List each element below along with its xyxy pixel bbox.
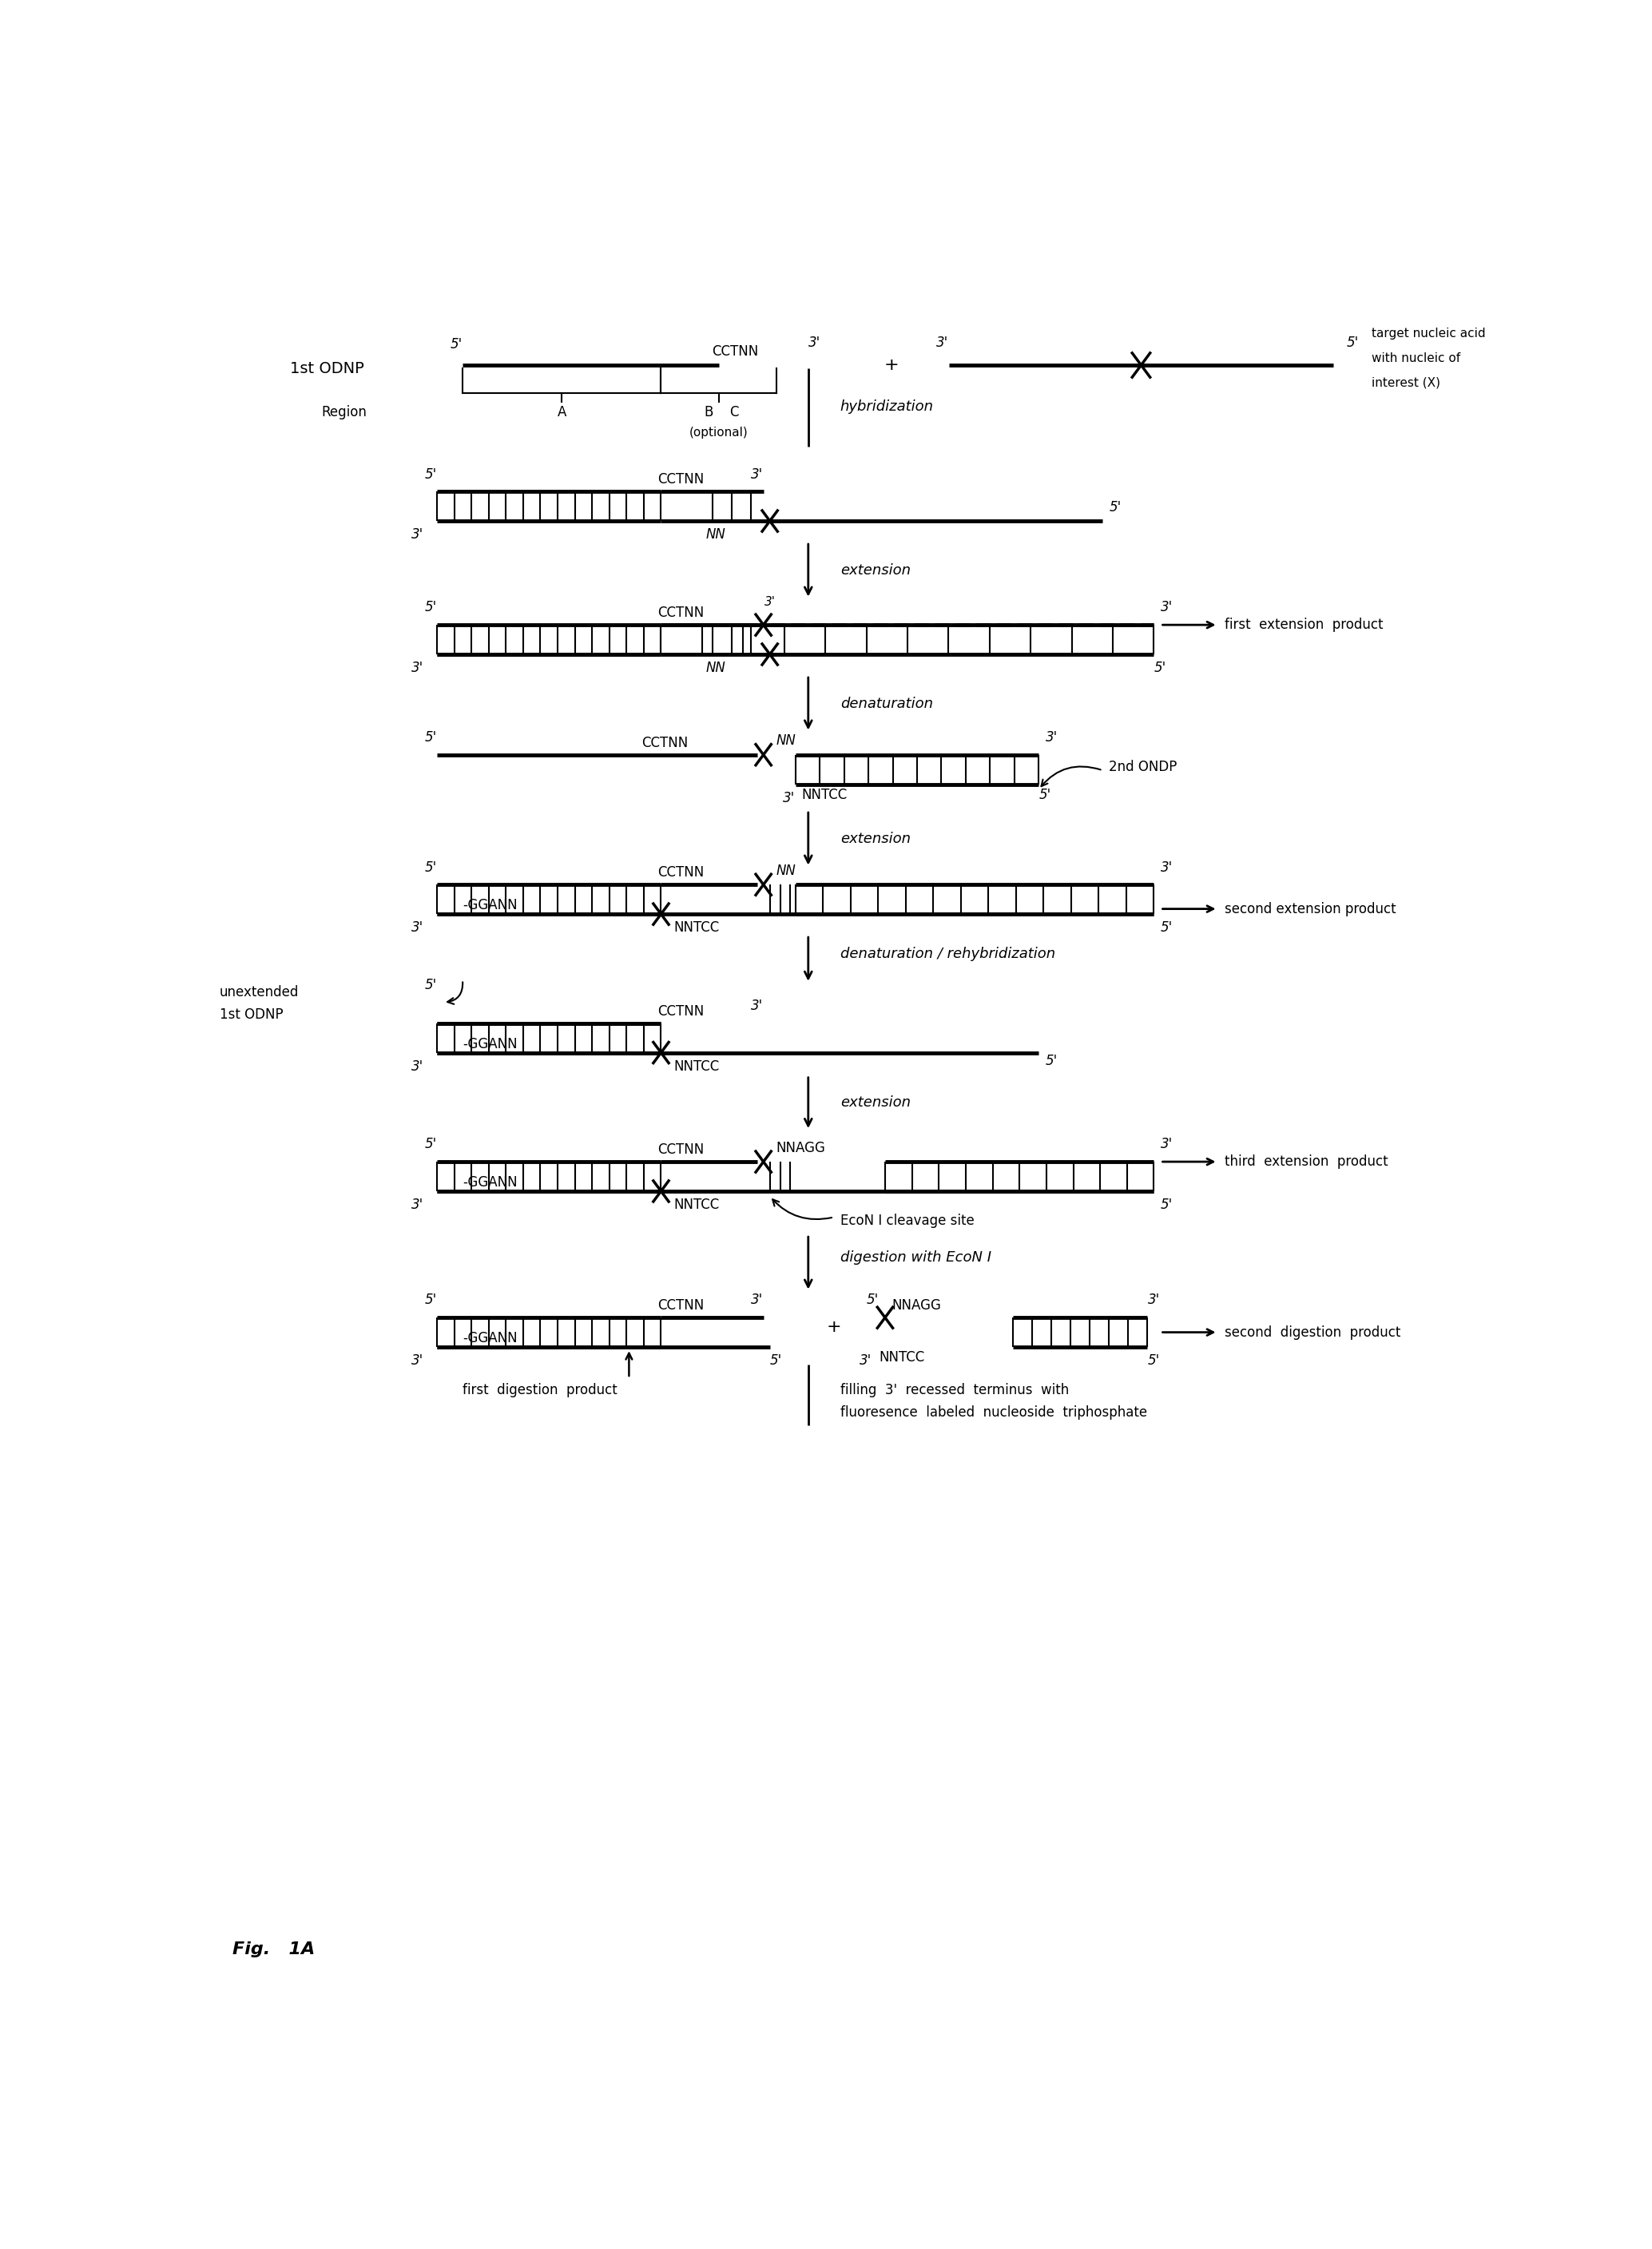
Text: NNAGG: NNAGG xyxy=(892,1298,942,1313)
Text: denaturation: denaturation xyxy=(841,697,933,711)
Text: with nucleic of: with nucleic of xyxy=(1371,353,1460,364)
Text: -GGANN: -GGANN xyxy=(463,897,517,913)
Text: 5': 5' xyxy=(425,1293,436,1307)
Text: A: A xyxy=(557,405,567,418)
Text: B: B xyxy=(704,405,714,418)
Text: NNTCC: NNTCC xyxy=(674,1059,720,1073)
Text: 3': 3' xyxy=(411,1354,425,1367)
Text: NN: NN xyxy=(705,529,725,542)
Text: CCTNN: CCTNN xyxy=(657,605,704,621)
Text: NN: NN xyxy=(776,864,796,877)
Text: 3': 3' xyxy=(937,335,948,351)
Text: third  extension  product: third extension product xyxy=(1224,1154,1388,1169)
Text: 5': 5' xyxy=(1148,1354,1160,1367)
Text: 5': 5' xyxy=(425,731,436,744)
Text: 3': 3' xyxy=(859,1354,872,1367)
Text: 3': 3' xyxy=(411,1199,425,1212)
Text: 5': 5' xyxy=(1039,787,1051,803)
Text: first  digestion  product: first digestion product xyxy=(463,1383,618,1397)
Text: 5': 5' xyxy=(425,859,436,875)
Text: extension: extension xyxy=(841,832,910,846)
Text: 5': 5' xyxy=(770,1354,783,1367)
Text: 5': 5' xyxy=(1046,1055,1057,1068)
Text: EcoN I cleavage site: EcoN I cleavage site xyxy=(841,1214,975,1228)
Text: NNAGG: NNAGG xyxy=(776,1140,826,1156)
Text: -GGANN: -GGANN xyxy=(463,1331,517,1345)
Text: NNTCC: NNTCC xyxy=(801,787,847,803)
Text: C: C xyxy=(730,405,738,418)
Text: 5': 5' xyxy=(1155,661,1166,675)
Text: 3': 3' xyxy=(411,529,425,542)
Text: Region: Region xyxy=(322,405,367,418)
Text: second extension product: second extension product xyxy=(1224,902,1396,915)
Text: 3': 3' xyxy=(411,920,425,936)
Text: 5': 5' xyxy=(425,600,436,614)
Text: 3': 3' xyxy=(1046,731,1057,744)
Text: +: + xyxy=(826,1320,841,1336)
Text: NN: NN xyxy=(705,661,725,675)
Text: 5': 5' xyxy=(449,337,463,351)
Text: hybridization: hybridization xyxy=(841,400,933,414)
Text: interest (X): interest (X) xyxy=(1371,376,1441,389)
Text: denaturation / rehybridization: denaturation / rehybridization xyxy=(841,947,1056,960)
Text: 5': 5' xyxy=(1161,920,1173,936)
Text: CCTNN: CCTNN xyxy=(657,472,704,486)
Text: 5': 5' xyxy=(425,468,436,481)
Text: 3': 3' xyxy=(808,335,821,351)
Text: 5': 5' xyxy=(1161,1199,1173,1212)
Text: CCTNN: CCTNN xyxy=(712,344,758,358)
Text: 3': 3' xyxy=(1161,859,1173,875)
Text: CCTNN: CCTNN xyxy=(657,1298,704,1313)
Text: 3': 3' xyxy=(783,792,795,805)
Text: 3': 3' xyxy=(752,999,763,1012)
Text: -GGANN: -GGANN xyxy=(463,1037,517,1050)
Text: filling  3'  recessed  terminus  with: filling 3' recessed terminus with xyxy=(841,1383,1069,1397)
Text: NNTCC: NNTCC xyxy=(674,1199,720,1212)
Text: extension: extension xyxy=(841,1095,910,1111)
Text: CCTNN: CCTNN xyxy=(657,1003,704,1019)
Text: 3': 3' xyxy=(411,661,425,675)
Text: 1st ODNP: 1st ODNP xyxy=(289,362,363,376)
Text: 5': 5' xyxy=(1346,335,1358,351)
Text: Fig.   1A: Fig. 1A xyxy=(231,1941,314,1957)
Text: 3': 3' xyxy=(752,1293,763,1307)
Text: 3': 3' xyxy=(1161,600,1173,614)
Text: CCTNN: CCTNN xyxy=(657,866,704,879)
Text: second  digestion  product: second digestion product xyxy=(1224,1325,1401,1340)
Text: first  extension  product: first extension product xyxy=(1224,618,1383,632)
Text: 1st ODNP: 1st ODNP xyxy=(220,1008,282,1021)
Text: fluoresence  labeled  nucleoside  triphosphate: fluoresence labeled nucleoside triphosph… xyxy=(841,1406,1146,1419)
Text: CCTNN: CCTNN xyxy=(641,735,689,749)
Text: digestion with EcoN I: digestion with EcoN I xyxy=(841,1250,991,1264)
Text: target nucleic acid: target nucleic acid xyxy=(1371,328,1485,340)
Text: 5': 5' xyxy=(425,978,436,992)
Text: 3': 3' xyxy=(765,596,775,609)
Text: unextended: unextended xyxy=(220,985,299,999)
Text: CCTNN: CCTNN xyxy=(657,1142,704,1156)
Text: 3': 3' xyxy=(1161,1138,1173,1151)
Text: NN: NN xyxy=(776,733,796,749)
Text: 3': 3' xyxy=(1148,1293,1160,1307)
Text: +: + xyxy=(884,358,899,373)
Text: 3': 3' xyxy=(752,468,763,481)
Text: 2nd ONDP: 2nd ONDP xyxy=(1108,760,1178,774)
Text: 5': 5' xyxy=(1110,499,1122,515)
Text: 3': 3' xyxy=(411,1059,425,1073)
Text: extension: extension xyxy=(841,562,910,578)
Text: (optional): (optional) xyxy=(689,427,748,439)
Text: NNTCC: NNTCC xyxy=(879,1349,925,1365)
Text: -GGANN: -GGANN xyxy=(463,1176,517,1190)
Text: NNTCC: NNTCC xyxy=(674,920,720,936)
Text: 5': 5' xyxy=(425,1138,436,1151)
Text: 5': 5' xyxy=(866,1293,879,1307)
